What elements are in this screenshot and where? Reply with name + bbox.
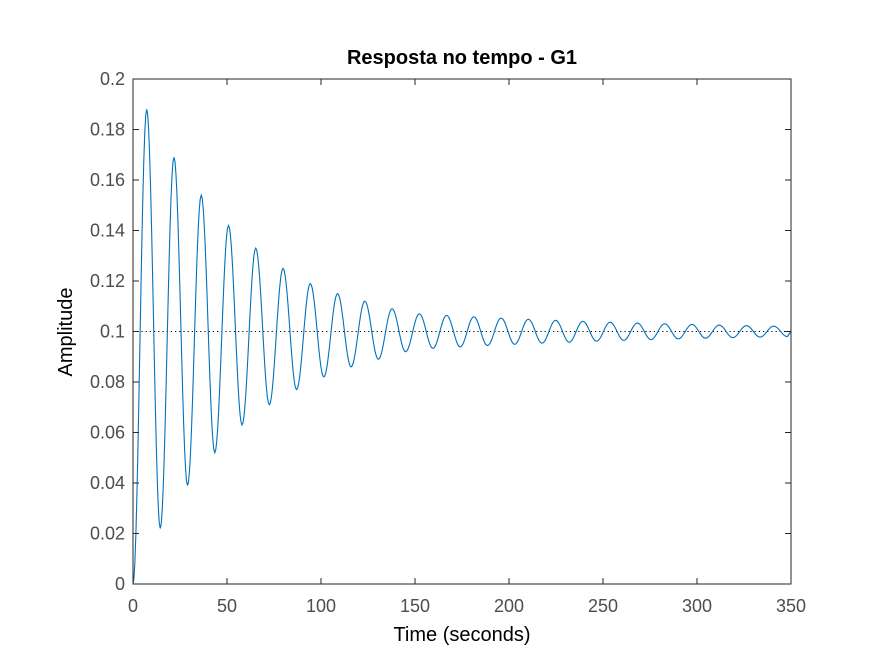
y-tick-label: 0.02 (90, 524, 125, 544)
chart-title: Resposta no tempo - G1 (347, 47, 577, 69)
x-tick-label: 50 (217, 596, 237, 616)
y-tick-label: 0.06 (90, 423, 125, 443)
data-layer (132, 109, 792, 585)
axes-layer: 0 50 100 150 200 250 300 350 0 0.02 0.04 0.06 0.08 0.… (90, 69, 806, 616)
y-tick-label: 0 (115, 574, 125, 594)
y-tick-label: 0.2 (100, 69, 125, 89)
x-tick-label: 100 (306, 596, 336, 616)
response-curve (132, 109, 792, 585)
y-tick-label: 0.12 (90, 271, 125, 291)
x-tick-label: 200 (494, 596, 524, 616)
y-tick-label: 0.1 (100, 322, 125, 342)
y-tick-label: 0.14 (90, 221, 125, 241)
x-tick-label: 250 (588, 596, 618, 616)
y-axis-label: Amplitude (55, 288, 77, 377)
x-tick-label: 0 (128, 596, 138, 616)
y-tick-label: 0.08 (90, 372, 125, 392)
x-tick-label: 150 (400, 596, 430, 616)
y-tick-label: 0.18 (90, 120, 125, 140)
y-tick-label: 0.04 (90, 473, 125, 493)
x-tick-label: 300 (682, 596, 712, 616)
x-axis-label: Time (seconds) (393, 624, 530, 646)
y-tick-label: 0.16 (90, 170, 125, 190)
x-tick-label: 350 (776, 596, 806, 616)
